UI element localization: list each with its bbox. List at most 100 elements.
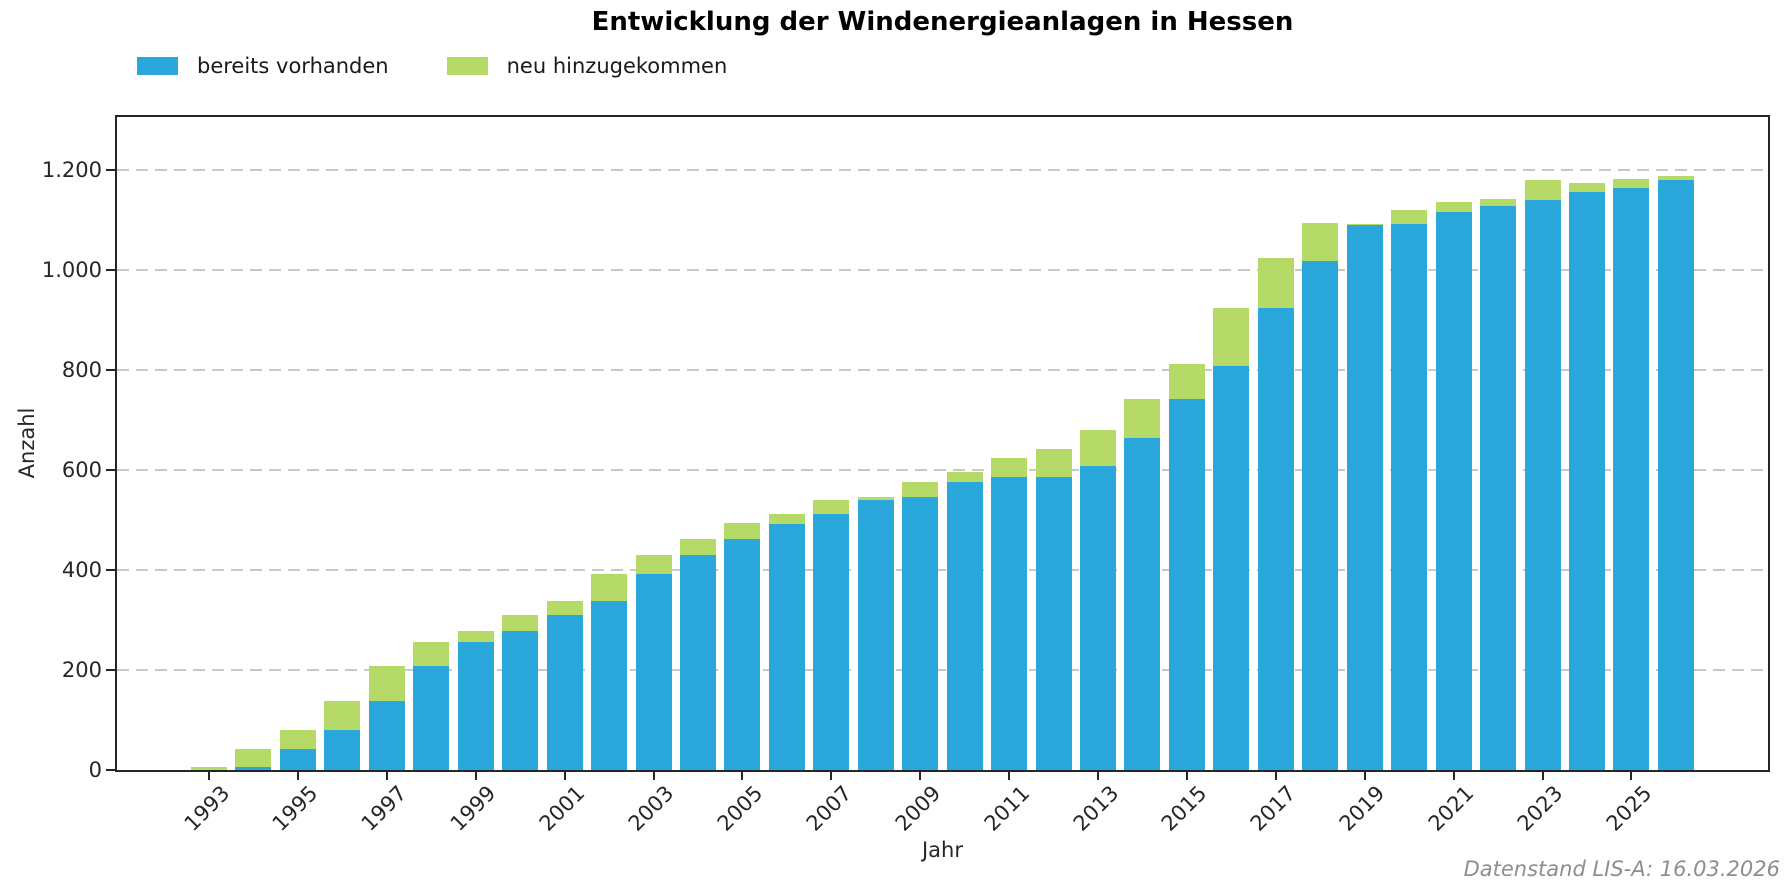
bar-2008-bereits-vorhanden	[857, 500, 894, 770]
y-tick-1000	[106, 269, 115, 271]
x-tick-label-2021: 2021	[1423, 781, 1479, 836]
x-tick-label-2005: 2005	[712, 781, 768, 836]
y-tick-label-600: 600	[61, 458, 102, 482]
bar-2003-bereits-vorhanden	[635, 573, 672, 770]
bar-2020-neu-hinzugekommen	[1391, 209, 1428, 224]
bar-2007-bereits-vorhanden	[813, 514, 850, 770]
bar-1998-neu-hinzugekommen	[413, 641, 450, 666]
bar-1998-bereits-vorhanden	[413, 666, 450, 770]
bar-1993-neu-hinzugekommen	[191, 766, 227, 770]
bar-1995-neu-hinzugekommen	[279, 730, 316, 749]
y-tick-1200	[106, 169, 115, 171]
bar-2018-bereits-vorhanden	[1302, 261, 1339, 770]
legend-swatch-new	[446, 57, 488, 75]
bar-2026-neu-hinzugekommen	[1657, 175, 1694, 180]
bar-2001-neu-hinzugekommen	[546, 600, 583, 615]
bar-2025-neu-hinzugekommen	[1613, 178, 1650, 188]
legend-swatch-existing	[137, 57, 178, 75]
x-tick-1999	[474, 772, 477, 780]
bar-2007-neu-hinzugekommen	[813, 500, 850, 514]
bar-2006-bereits-vorhanden	[768, 523, 805, 770]
x-tick-2021	[1452, 772, 1455, 780]
chart-title: Entwicklung der Windenergieanlagen in He…	[591, 7, 1294, 37]
bar-2002-bereits-vorhanden	[591, 600, 628, 770]
x-tick-2003	[652, 772, 655, 780]
bar-2011-bereits-vorhanden	[991, 477, 1028, 770]
x-axis-title: Jahr	[921, 838, 963, 862]
bar-2015-neu-hinzugekommen	[1168, 363, 1205, 399]
x-tick-2011	[1008, 772, 1011, 780]
bar-2009-bereits-vorhanden	[902, 497, 939, 770]
y-tick-label-1000: 1.000	[41, 258, 102, 282]
bar-2014-neu-hinzugekommen	[1124, 398, 1161, 438]
y-tick-200	[106, 669, 115, 671]
gridline-y-1000	[117, 269, 1768, 271]
bar-2004-neu-hinzugekommen	[679, 538, 716, 555]
bar-2002-neu-hinzugekommen	[591, 573, 628, 601]
bar-2016-neu-hinzugekommen	[1213, 307, 1250, 366]
bar-2018-neu-hinzugekommen	[1302, 222, 1339, 261]
legend-label-new: neu hinzugekommen	[506, 54, 728, 78]
bar-2025-bereits-vorhanden	[1613, 187, 1650, 770]
x-tick-label-2015: 2015	[1157, 781, 1212, 836]
bar-1996-bereits-vorhanden	[324, 730, 361, 770]
bar-2022-neu-hinzugekommen	[1480, 198, 1517, 206]
y-tick-label-200: 200	[61, 658, 102, 682]
bar-2009-neu-hinzugekommen	[902, 481, 939, 497]
x-tick-label-1997: 1997	[357, 781, 412, 836]
x-tick-2001	[563, 772, 566, 780]
y-tick-0	[106, 769, 115, 771]
bar-2023-neu-hinzugekommen	[1524, 179, 1561, 200]
gridline-y-200	[117, 669, 1768, 671]
y-tick-label-400: 400	[61, 558, 102, 582]
x-tick-label-2003: 2003	[623, 781, 679, 836]
y-tick-label-800: 800	[61, 358, 102, 382]
bar-2012-neu-hinzugekommen	[1035, 449, 1072, 477]
x-tick-2019	[1363, 772, 1366, 780]
legend-item-new: neu hinzugekommen	[446, 54, 728, 78]
bar-2008-neu-hinzugekommen	[857, 496, 894, 500]
x-tick-1997	[385, 772, 388, 780]
x-tick-label-2009: 2009	[890, 781, 946, 836]
bar-2017-bereits-vorhanden	[1257, 307, 1294, 770]
x-tick-1995	[296, 772, 299, 780]
x-tick-label-2023: 2023	[1512, 781, 1568, 836]
bar-1994-bereits-vorhanden	[235, 766, 272, 770]
x-tick-1993	[208, 772, 210, 780]
x-tick-2009	[919, 772, 922, 780]
x-tick-label-1999: 1999	[445, 781, 501, 836]
gridline-y-1200	[117, 169, 1768, 171]
legend: bereits vorhanden neu hinzugekommen	[137, 48, 727, 84]
x-tick-2005	[741, 772, 744, 780]
bar-2006-neu-hinzugekommen	[768, 514, 805, 524]
bar-1999-neu-hinzugekommen	[457, 631, 494, 642]
x-tick-2023	[1541, 772, 1544, 780]
x-tick-label-2001: 2001	[534, 781, 590, 836]
bar-2026-bereits-vorhanden	[1657, 179, 1694, 770]
y-tick-label-0: 0	[88, 758, 102, 782]
bar-2001-bereits-vorhanden	[546, 614, 583, 770]
bar-2021-neu-hinzugekommen	[1435, 201, 1472, 212]
gridline-y-600	[117, 469, 1768, 471]
x-tick-label-2007: 2007	[801, 781, 857, 836]
bar-1996-neu-hinzugekommen	[324, 700, 361, 730]
bar-2003-neu-hinzugekommen	[635, 555, 672, 574]
bar-2021-bereits-vorhanden	[1435, 211, 1472, 770]
plot-area	[115, 115, 1770, 772]
bar-2024-neu-hinzugekommen	[1568, 182, 1605, 192]
bar-2020-bereits-vorhanden	[1391, 224, 1428, 770]
x-tick-2025	[1630, 772, 1633, 780]
x-tick-label-2013: 2013	[1068, 781, 1123, 836]
bar-2019-neu-hinzugekommen	[1346, 223, 1383, 225]
bar-2023-bereits-vorhanden	[1524, 200, 1561, 770]
x-tick-label-2011: 2011	[979, 781, 1035, 836]
legend-label-existing: bereits vorhanden	[197, 54, 389, 78]
bar-2017-neu-hinzugekommen	[1257, 257, 1294, 308]
bar-2016-bereits-vorhanden	[1213, 365, 1250, 770]
y-tick-400	[106, 569, 115, 571]
bar-2024-bereits-vorhanden	[1568, 191, 1605, 770]
x-tick-label-1993: 1993	[179, 781, 234, 836]
y-tick-800	[106, 369, 115, 371]
bar-1995-bereits-vorhanden	[279, 749, 316, 770]
